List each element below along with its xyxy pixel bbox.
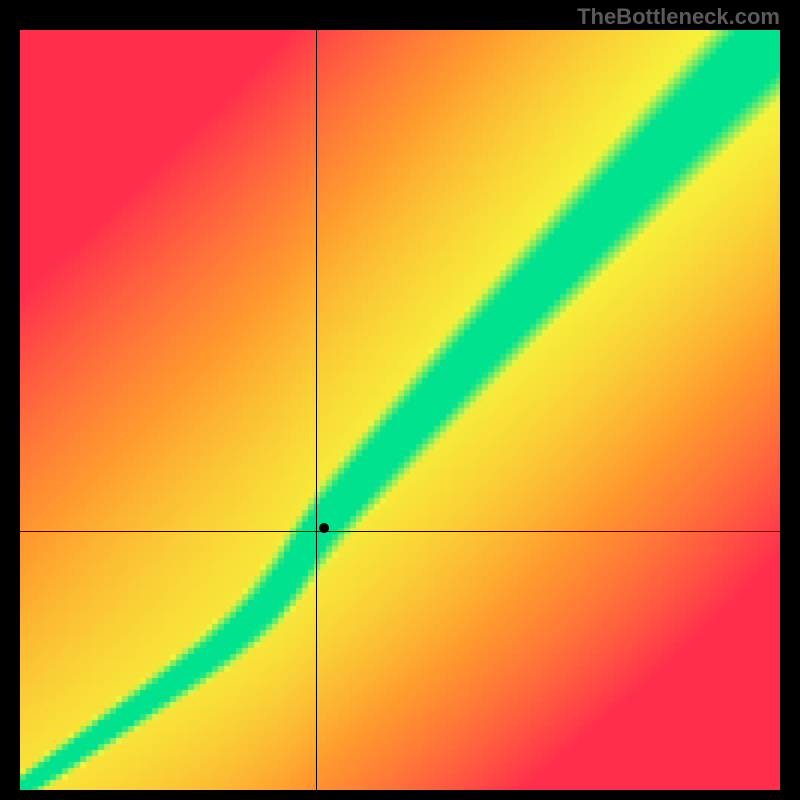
watermark-text: TheBottleneck.com [577, 4, 780, 30]
crosshair-vertical [316, 30, 317, 790]
marker-point [319, 523, 329, 533]
heatmap-plot [20, 30, 780, 790]
chart-container: TheBottleneck.com [0, 0, 800, 800]
crosshair-horizontal [20, 531, 780, 532]
